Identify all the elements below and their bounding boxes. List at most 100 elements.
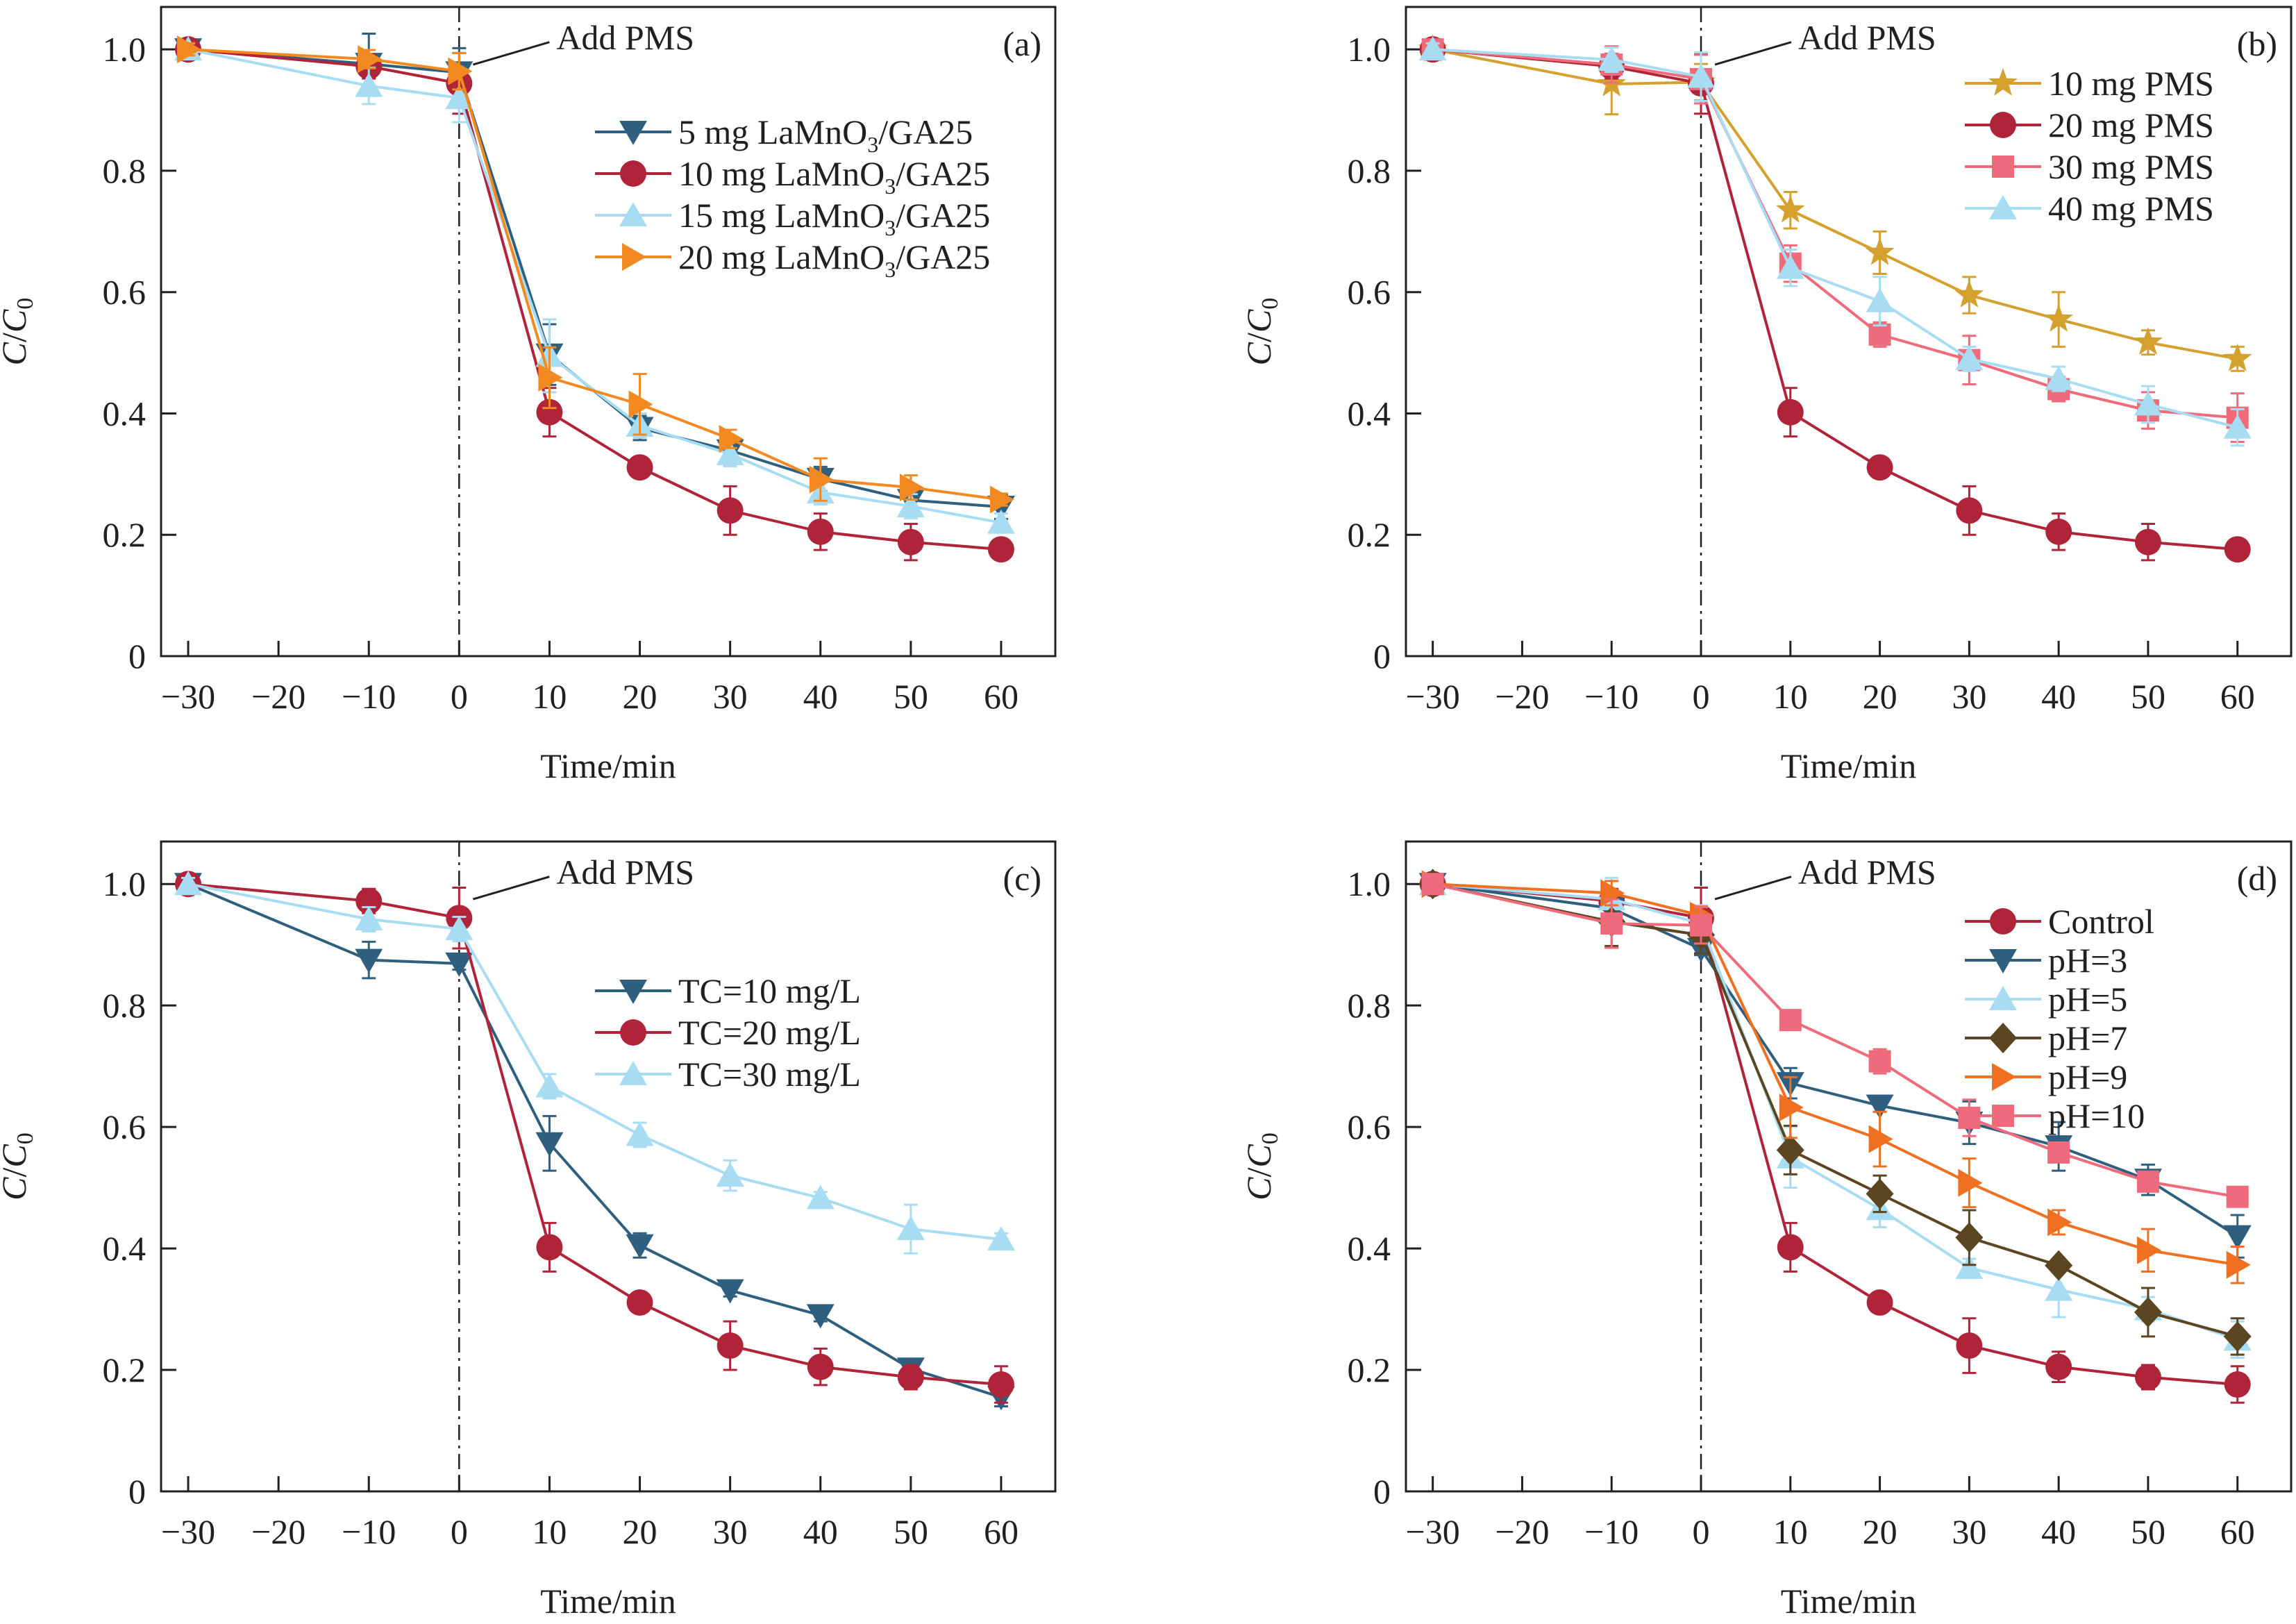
x-tick-label: −20 [251, 1512, 305, 1551]
annotation-add-pms: Add PMS [556, 18, 694, 57]
data-point [2223, 1225, 2252, 1250]
data-point [2045, 1276, 2073, 1301]
data-point [1866, 1094, 1894, 1119]
legend-marker [1989, 1023, 2017, 1053]
chart-panel-b: −30 −20 −10 0 10 20 30 40 50 60 0 0.2 0.4 0.6 0.8 1.0 Ti… [1239, 6, 2293, 785]
legend-marker [1989, 949, 2017, 973]
annotation-add-pms: Add PMS [556, 853, 694, 891]
legend-label: pH=7 [2048, 1019, 2127, 1057]
data-point [716, 1162, 744, 1187]
legend-label: 30 mg PMS [2048, 147, 2214, 186]
x-tick-label: −30 [1406, 677, 1460, 716]
x-tick-label: 0 [1693, 677, 1710, 716]
x-tick-label: 50 [2131, 1512, 2165, 1551]
y-tick-label: 0 [128, 637, 146, 676]
x-tick-label: −30 [161, 1512, 215, 1551]
x-tick-label: 30 [713, 677, 748, 716]
data-point [807, 1353, 834, 1380]
data-point [1958, 1107, 1981, 1130]
legend-marker [619, 980, 647, 1004]
legend-label: 15 mg LaMnO3/GA25 [678, 196, 990, 240]
data-point [626, 1121, 654, 1146]
x-tick-label: 60 [984, 677, 1019, 716]
data-point [1866, 1178, 1894, 1209]
y-axis-title: C/C0 [0, 1132, 38, 1200]
x-tick-label: 50 [894, 1512, 928, 1551]
data-point [1687, 63, 1715, 88]
series-40-mg-pms [1418, 36, 2252, 447]
legend-label: 10 mg PMS [2048, 64, 2214, 103]
data-point [2047, 1208, 2072, 1237]
data-point [1600, 912, 1623, 935]
data-point [177, 35, 202, 64]
data-point [806, 1184, 835, 1209]
x-tick-label: −10 [1584, 677, 1639, 716]
series-20-mg-lamno3-ga25 [177, 35, 1014, 514]
data-point [1955, 345, 1984, 370]
legend-item: pH=7 [1965, 1019, 2127, 1057]
data-point [987, 1225, 1015, 1250]
data-point [1777, 399, 1804, 426]
series-15-mg-lamno3-ga25 [174, 36, 1015, 534]
data-point [626, 454, 653, 481]
y-tick-label: 0.4 [1348, 1229, 1391, 1268]
legend-label: pH=5 [2048, 980, 2127, 1019]
legend-item: pH=3 [1965, 941, 2127, 980]
legend-label: TC=20 mg/L [678, 1013, 861, 1052]
x-axis-title: Time/min [1781, 746, 1916, 785]
legend-item: pH=10 [1965, 1096, 2145, 1135]
y-tick-label: 0.8 [103, 986, 146, 1025]
y-tick-label: 0.2 [1348, 1350, 1391, 1389]
legend-label: 40 mg PMS [2048, 189, 2214, 228]
legend-label: 20 mg LaMnO3/GA25 [678, 237, 990, 282]
x-tick-label: 0 [451, 677, 468, 716]
legend-item: 20 mg PMS [1965, 106, 2214, 144]
data-point [2044, 304, 2074, 332]
x-tick-label: 40 [803, 1512, 838, 1551]
x-tick-label: 50 [2131, 677, 2165, 716]
y-tick-label: 0 [1373, 1472, 1391, 1511]
x-tick-label: 30 [1952, 1512, 1986, 1551]
legend-label: 10 mg LaMnO3/GA25 [678, 154, 990, 199]
y-axis-title: C/C0 [1239, 1132, 1283, 1200]
series-line [187, 882, 1002, 1241]
x-tick-label: 10 [532, 677, 567, 716]
data-point [355, 905, 383, 930]
data-point [806, 1304, 835, 1329]
x-axis-title: Time/min [540, 746, 676, 785]
data-point [2047, 1141, 2070, 1164]
x-tick-label: 20 [1863, 1512, 1897, 1551]
data-point [1776, 1135, 1804, 1166]
data-point [716, 1279, 744, 1304]
legend-label: Control [2048, 902, 2154, 941]
legend-item: 20 mg LaMnO3/GA25 [595, 237, 990, 282]
data-point [989, 485, 1014, 514]
data-point [2136, 1236, 2161, 1264]
data-point [1868, 323, 1891, 346]
annotation-add-pms: Add PMS [1798, 18, 1936, 57]
data-point [2045, 518, 2072, 545]
data-point [1690, 914, 1712, 937]
x-tick-label: 0 [1693, 1512, 1710, 1551]
y-tick-label: 1.0 [103, 30, 146, 69]
x-axis-title: Time/min [540, 1582, 676, 1621]
y-tick-label: 1.0 [1348, 30, 1391, 69]
data-point [355, 948, 383, 973]
data-point [897, 1364, 924, 1391]
x-tick-label: 20 [1863, 677, 1897, 716]
legend-marker [619, 202, 647, 226]
y-tick-label: 0.2 [1348, 515, 1391, 554]
data-point [896, 1216, 925, 1241]
data-point [445, 952, 474, 977]
data-point [897, 528, 924, 555]
x-tick-label: −30 [161, 677, 215, 716]
data-point [1958, 1169, 1983, 1197]
legend-item: 5 mg LaMnO3/GA25 [595, 112, 973, 157]
legend-item: 10 mg LaMnO3/GA25 [595, 154, 990, 199]
data-point [2226, 1185, 2249, 1208]
panel-label: (a) [1003, 24, 1042, 63]
data-point [535, 1132, 564, 1157]
data-point [1956, 1332, 1983, 1359]
